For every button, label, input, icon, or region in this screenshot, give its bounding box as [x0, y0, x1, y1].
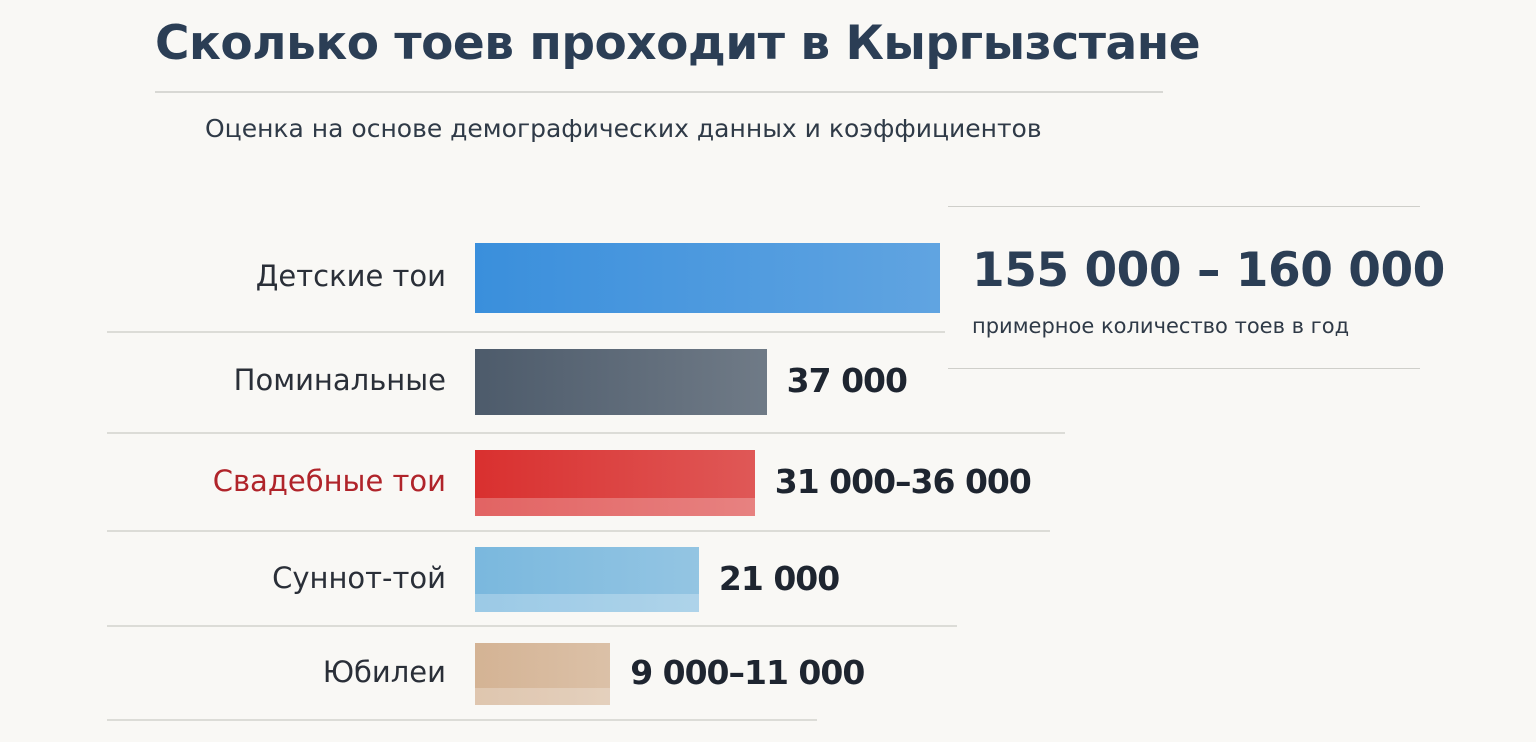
value-label: 31 000–36 000 — [774, 462, 1032, 501]
bar — [475, 450, 755, 516]
bar — [475, 243, 940, 313]
value-label: 37 000 — [786, 361, 908, 400]
row-divider — [107, 331, 945, 333]
page-title: Сколько тоев проходит в Кыргызстане — [155, 16, 1201, 71]
row-divider — [107, 432, 1065, 434]
row-divider — [107, 719, 817, 721]
row-divider — [107, 530, 1050, 532]
title-divider — [155, 91, 1163, 93]
row-divider — [107, 625, 957, 627]
callout-bottom-divider — [948, 368, 1420, 369]
category-label: Поминальные — [233, 363, 446, 397]
value-label: 9 000–11 000 — [630, 653, 865, 692]
subtitle: Оценка на основе демографических данных … — [205, 114, 1042, 143]
callout-caption: примерное количество тоев в год — [972, 314, 1350, 338]
category-label: Юбилеи — [322, 655, 446, 689]
callout-top-divider — [948, 206, 1420, 207]
bar — [475, 349, 767, 415]
category-label: Суннот-той — [272, 560, 446, 595]
bar — [475, 643, 611, 705]
category-label: Детские тои — [255, 259, 446, 293]
callout-total-value: 155 000 – 160 000 — [972, 243, 1445, 298]
category-label: Свадебные тои — [212, 464, 446, 498]
bar — [475, 547, 699, 612]
value-label: 21 000 — [718, 558, 840, 598]
